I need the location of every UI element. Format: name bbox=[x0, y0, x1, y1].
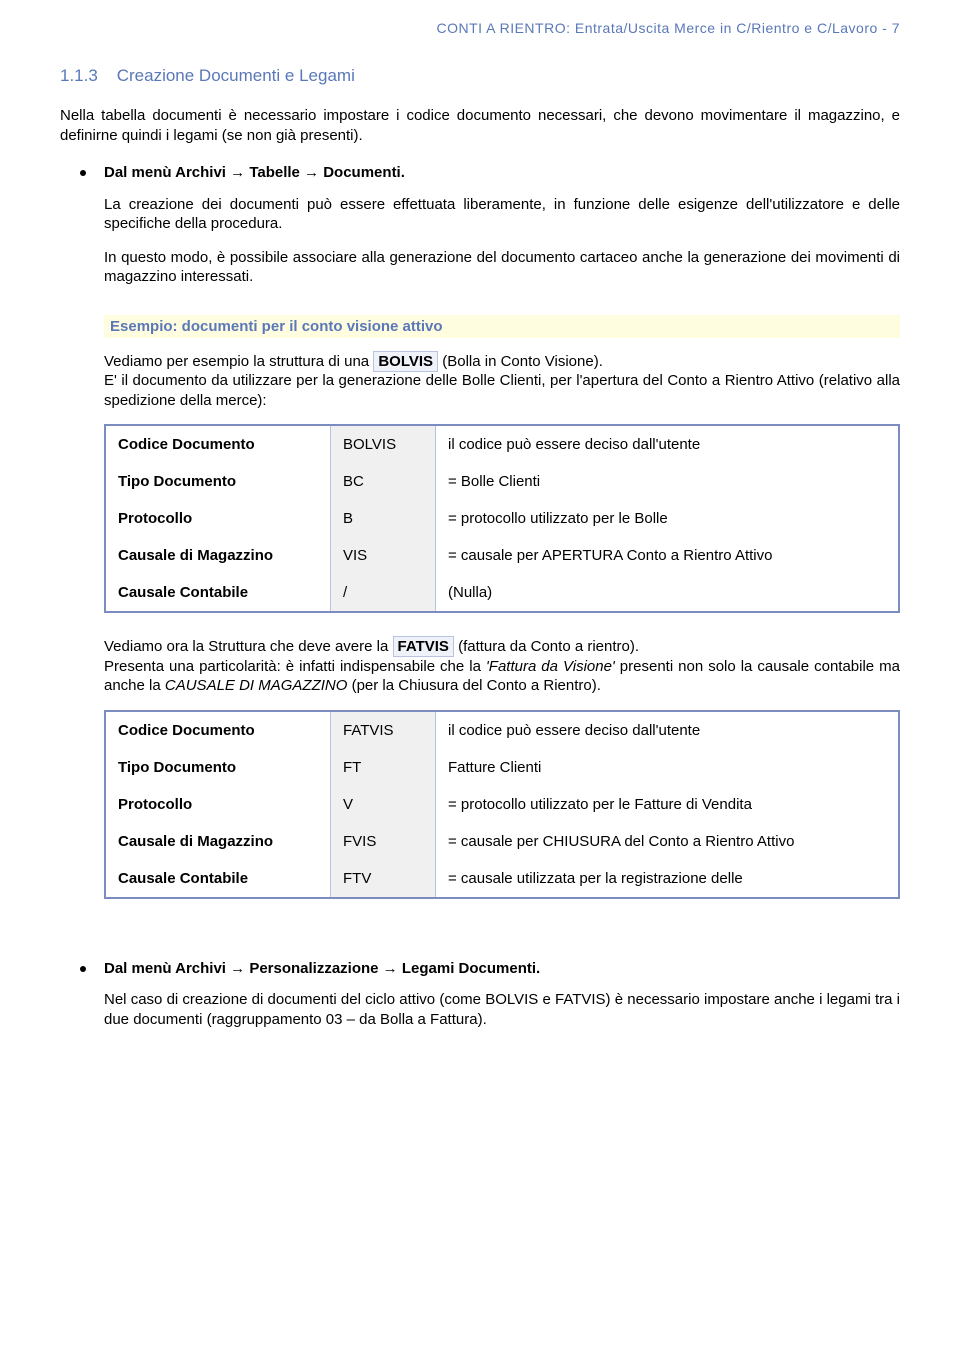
fatvis-italic-2: CAUSALE DI MAGAZZINO bbox=[165, 677, 348, 694]
fatvis-row-label: Codice Documento bbox=[105, 711, 331, 749]
bolvis-row-code: / bbox=[331, 574, 436, 612]
document-page: CONTI A RIENTRO: Entrata/Uscita Merce in… bbox=[0, 0, 960, 1083]
fatvis-row-desc: il codice può essere deciso dall'utente bbox=[436, 711, 900, 749]
fatvis-table: Codice DocumentoFATVISil codice può esse… bbox=[104, 710, 900, 899]
bolvis-row-desc: = protocollo utilizzato per le Bolle bbox=[436, 500, 900, 537]
bullet-icon bbox=[80, 966, 86, 972]
bolvis-text-b: (Bolla in Conto Visione). bbox=[438, 353, 603, 370]
bolvis-row-code: BC bbox=[331, 463, 436, 500]
fatvis-text-b: (fattura da Conto a rientro). bbox=[454, 638, 639, 655]
bolvis-row-code: VIS bbox=[331, 537, 436, 574]
final-paragraph: Nel caso di creazione di documenti del c… bbox=[104, 990, 900, 1029]
bolvis-row-label: Protocollo bbox=[105, 500, 331, 537]
table-row: ProtocolloV= protocollo utilizzato per l… bbox=[105, 786, 899, 823]
menu-path-bullet: Dal menù Archivi → Tabelle → Documenti. bbox=[80, 163, 900, 183]
table-row: Causale ContabileFTV= causale utilizzata… bbox=[105, 860, 899, 898]
intro-paragraph: Nella tabella documenti è necessario imp… bbox=[60, 106, 900, 145]
bolvis-row-desc: il codice può essere deciso dall'utente bbox=[436, 425, 900, 463]
fatvis-row-label: Protocollo bbox=[105, 786, 331, 823]
fatvis-row-code: FTV bbox=[331, 860, 436, 898]
table-row: Causale Contabile/(Nulla) bbox=[105, 574, 899, 612]
table-row: Causale di MagazzinoVIS= causale per APE… bbox=[105, 537, 899, 574]
example-heading: Esempio: documenti per il conto visione … bbox=[104, 315, 900, 338]
fatvis-line2a: Presenta una particolarità: è infatti in… bbox=[104, 658, 486, 675]
bolvis-row-desc: = Bolle Clienti bbox=[436, 463, 900, 500]
table-row: ProtocolloB= protocollo utilizzato per l… bbox=[105, 500, 899, 537]
table-row: Codice DocumentoBOLVISil codice può esse… bbox=[105, 425, 899, 463]
fatvis-line2c: (per la Chiusura del Conto a Rientro). bbox=[347, 677, 600, 694]
fatvis-intro: Vediamo ora la Struttura che deve avere … bbox=[104, 637, 900, 696]
table-row: Tipo DocumentoFTFatture Clienti bbox=[105, 749, 899, 786]
bolvis-line2: E' il documento da utilizzare per la gen… bbox=[104, 372, 900, 409]
paragraph-2: In questo modo, è possibile associare al… bbox=[104, 248, 900, 287]
fatvis-row-label: Causale Contabile bbox=[105, 860, 331, 898]
bolvis-row-code: BOLVIS bbox=[331, 425, 436, 463]
section-title: Creazione Documenti e Legami bbox=[117, 66, 355, 85]
section-heading: 1.1.3 Creazione Documenti e Legami bbox=[60, 66, 900, 86]
legami-path-text: Dal menù Archivi → Personalizzazione → L… bbox=[104, 959, 540, 979]
fatvis-row-desc: Fatture Clienti bbox=[436, 749, 900, 786]
paragraph-1: La creazione dei documenti può essere ef… bbox=[104, 195, 900, 234]
bolvis-row-label: Causale di Magazzino bbox=[105, 537, 331, 574]
fatvis-row-code: FT bbox=[331, 749, 436, 786]
bolvis-text-a: Vediamo per esempio la struttura di una bbox=[104, 353, 373, 370]
bolvis-row-label: Codice Documento bbox=[105, 425, 331, 463]
fatvis-row-desc: = causale utilizzata per la registrazion… bbox=[436, 860, 900, 898]
bolvis-row-label: Causale Contabile bbox=[105, 574, 331, 612]
bolvis-row-desc: = causale per APERTURA Conto a Rientro A… bbox=[436, 537, 900, 574]
bolvis-table: Codice DocumentoBOLVISil codice può esse… bbox=[104, 424, 900, 613]
fatvis-row-label: Causale di Magazzino bbox=[105, 823, 331, 860]
fatvis-code-badge: FATVIS bbox=[393, 636, 454, 657]
page-header: CONTI A RIENTRO: Entrata/Uscita Merce in… bbox=[60, 20, 900, 36]
fatvis-row-desc: = causale per CHIUSURA del Conto a Rient… bbox=[436, 823, 900, 860]
bullet-icon bbox=[80, 170, 86, 176]
bolvis-code-badge: BOLVIS bbox=[373, 351, 438, 372]
fatvis-row-code: FATVIS bbox=[331, 711, 436, 749]
bolvis-row-desc: (Nulla) bbox=[436, 574, 900, 612]
legami-path-bullet: Dal menù Archivi → Personalizzazione → L… bbox=[80, 959, 900, 979]
bolvis-row-label: Tipo Documento bbox=[105, 463, 331, 500]
fatvis-text-a: Vediamo ora la Struttura che deve avere … bbox=[104, 638, 393, 655]
bolvis-row-code: B bbox=[331, 500, 436, 537]
table-row: Codice DocumentoFATVISil codice può esse… bbox=[105, 711, 899, 749]
fatvis-row-code: FVIS bbox=[331, 823, 436, 860]
fatvis-row-label: Tipo Documento bbox=[105, 749, 331, 786]
fatvis-row-code: V bbox=[331, 786, 436, 823]
table-row: Causale di MagazzinoFVIS= causale per CH… bbox=[105, 823, 899, 860]
menu-path-text: Dal menù Archivi → Tabelle → Documenti. bbox=[104, 163, 405, 183]
section-number: 1.1.3 bbox=[60, 66, 98, 85]
table-row: Tipo DocumentoBC= Bolle Clienti bbox=[105, 463, 899, 500]
bolvis-intro: Vediamo per esempio la struttura di una … bbox=[104, 352, 900, 411]
fatvis-italic-1: 'Fattura da Visione' bbox=[486, 658, 615, 675]
fatvis-row-desc: = protocollo utilizzato per le Fatture d… bbox=[436, 786, 900, 823]
